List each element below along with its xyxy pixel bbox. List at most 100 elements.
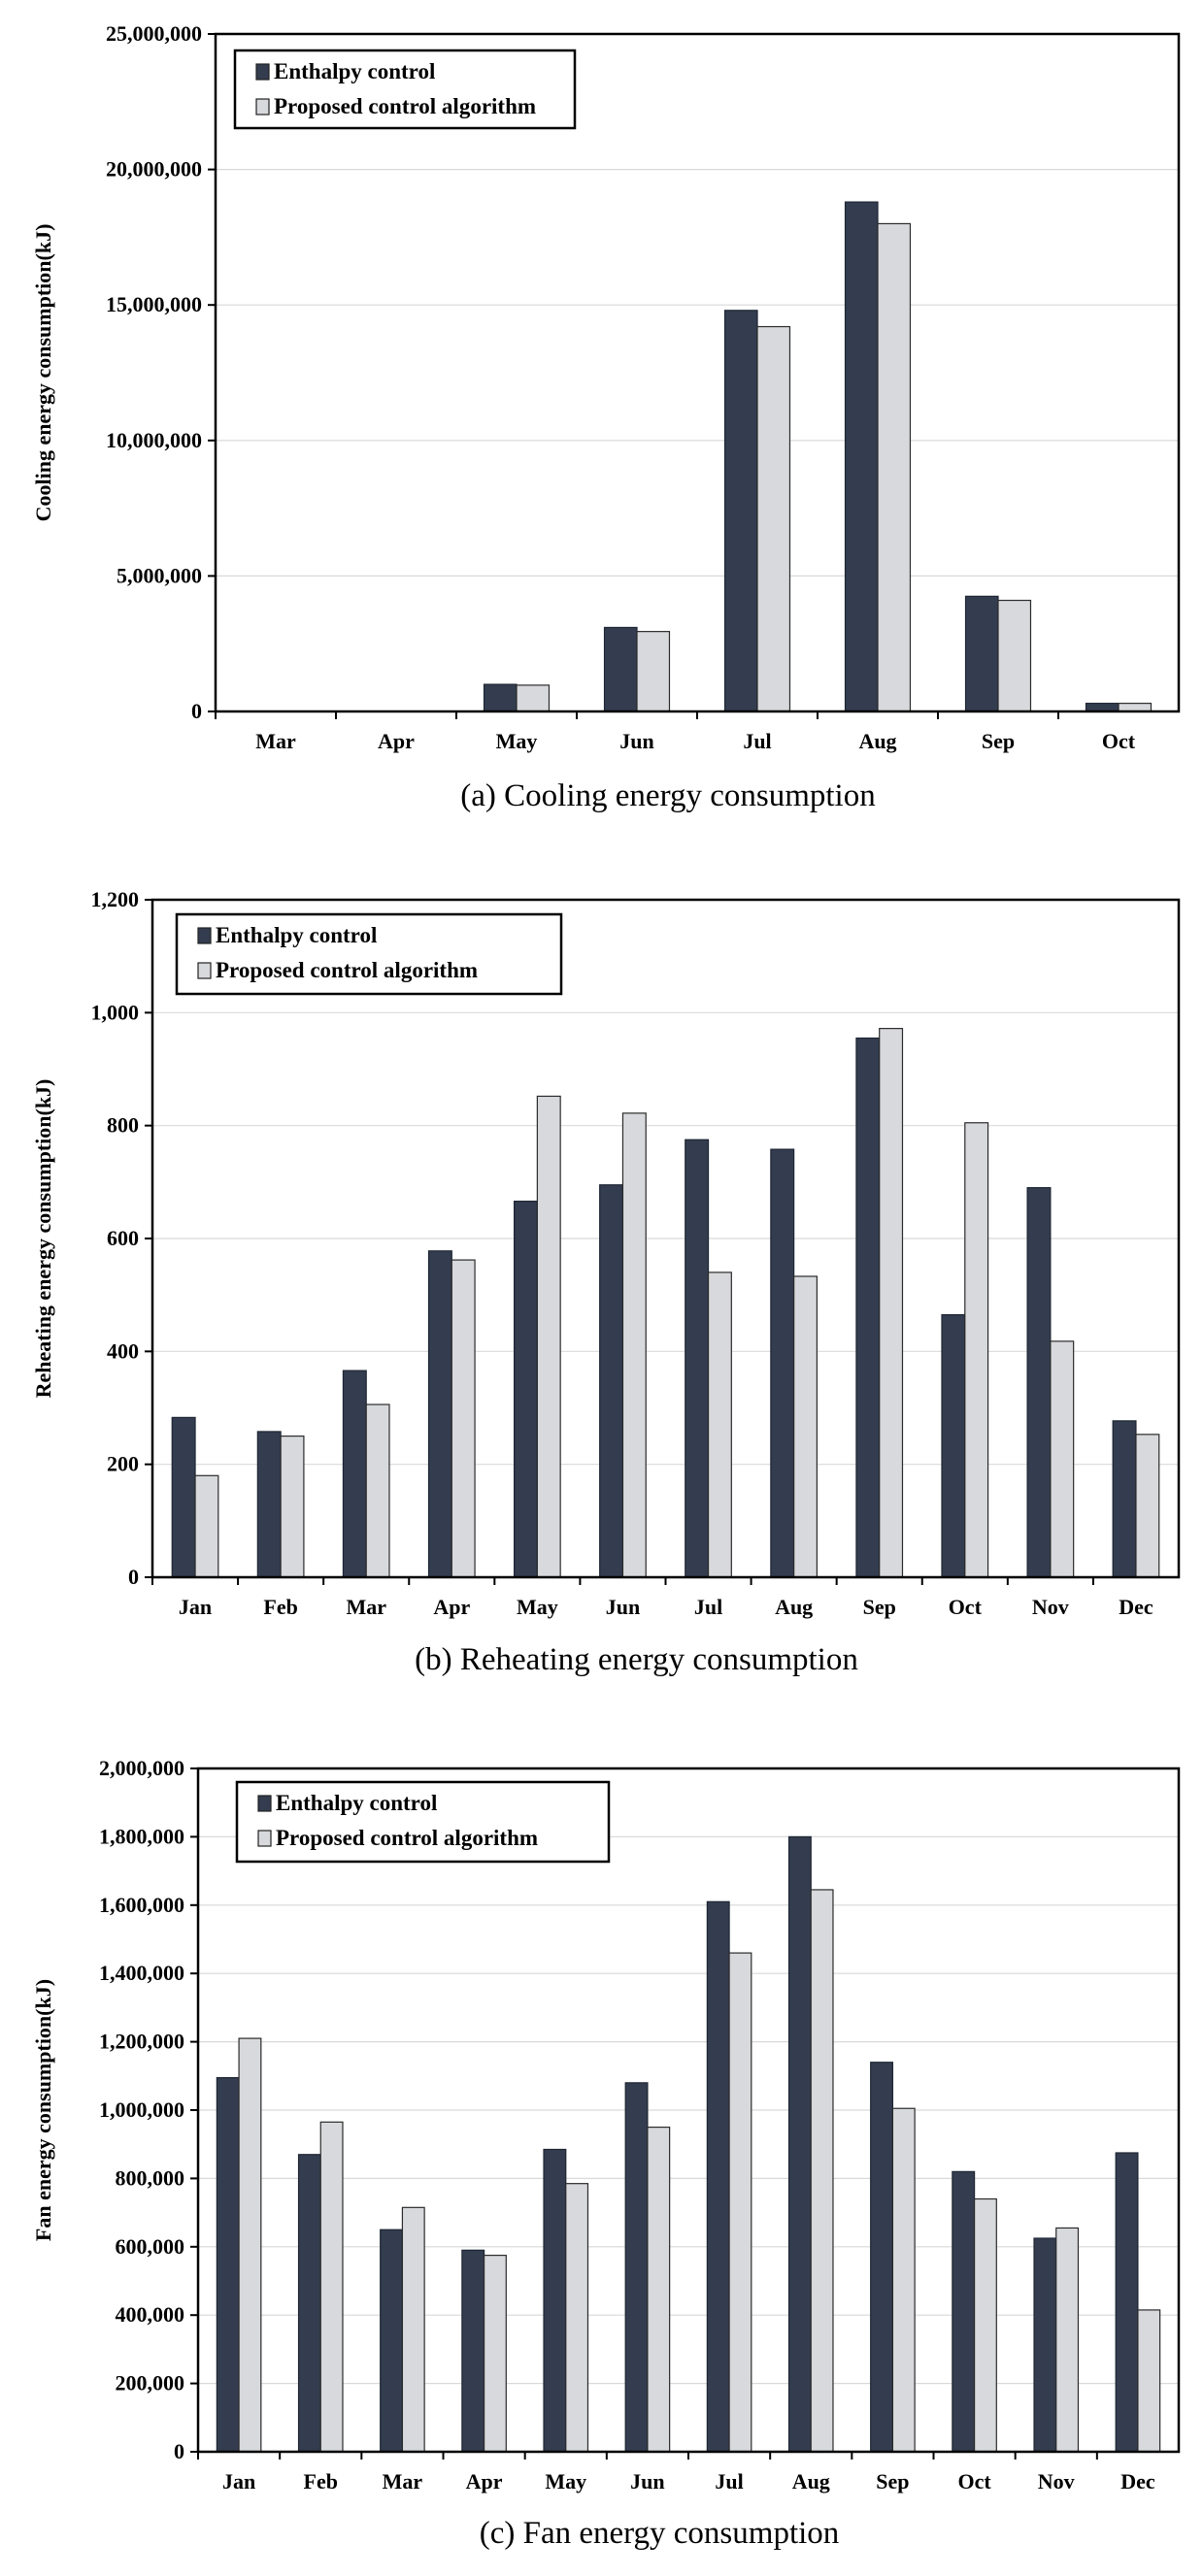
bar-proposed-nov — [1055, 2227, 1080, 2453]
bar-proposed-jul — [756, 325, 791, 712]
chart-caption: (a) Cooling energy consumption — [460, 778, 875, 813]
bar-enthalpy-may — [483, 683, 518, 712]
y-tick-label: 800 — [107, 1113, 139, 1138]
legend-label-proposed: Proposed control algorithm — [216, 958, 478, 982]
bar-enthalpy-jul — [723, 310, 758, 712]
bar-enthalpy-nov — [1033, 2237, 1057, 2453]
legend-swatch-proposed — [197, 962, 212, 979]
y-tick-label: 600,000 — [116, 2234, 185, 2259]
plot-frame — [196, 1767, 1181, 2454]
legend-box — [235, 1780, 611, 1864]
x-tick-label: Aug — [775, 1595, 813, 1619]
bar-proposed-dec — [1137, 2309, 1161, 2453]
bar-enthalpy-aug — [770, 1148, 795, 1578]
bar-enthalpy-oct — [952, 2170, 976, 2453]
y-tick-label: 20,000,000 — [106, 157, 202, 182]
y-tick-label: 1,600,000 — [99, 1893, 184, 1917]
bar-enthalpy-nov — [1026, 1187, 1052, 1578]
y-tick-label: 25,000,000 — [106, 21, 202, 46]
bar-enthalpy-apr — [461, 2249, 485, 2453]
bar-enthalpy-jul — [706, 1900, 730, 2453]
y-tick-label: 600 — [107, 1226, 139, 1250]
y-tick-label: 400,000 — [116, 2302, 185, 2327]
legend-label-enthalpy: Enthalpy control — [216, 923, 377, 947]
y-tick-label: 1,000 — [91, 1000, 140, 1024]
x-tick-label: Oct — [957, 2469, 991, 2493]
legend-swatch-enthalpy — [255, 63, 270, 81]
y-tick-label: 1,200,000 — [99, 2030, 184, 2054]
bar-enthalpy-sep — [870, 2062, 894, 2453]
bar-enthalpy-aug — [844, 201, 879, 712]
x-tick-label: Oct — [949, 1595, 983, 1619]
bar-proposed-aug — [877, 222, 912, 712]
legend-swatch-enthalpy — [197, 927, 212, 944]
bar-enthalpy-may — [513, 1201, 538, 1578]
legend: Enthalpy control Proposed control algorit… — [175, 912, 563, 996]
bar-proposed-jul — [707, 1271, 732, 1578]
legend-swatch-enthalpy — [257, 1795, 272, 1812]
x-tick-label: Apr — [433, 1595, 470, 1619]
legend-swatch-proposed — [257, 1830, 272, 1847]
y-axis-label: Fan energy consumption(kJ) — [31, 1979, 55, 2241]
x-tick-label: Aug — [792, 2469, 830, 2493]
x-tick-label: Feb — [263, 1595, 297, 1619]
x-tick-label: Sep — [863, 1595, 896, 1619]
bar-enthalpy-sep — [964, 595, 999, 712]
bar-enthalpy-mar — [380, 2229, 404, 2453]
bar-enthalpy-jun — [603, 626, 638, 712]
x-tick-label: Apr — [466, 2469, 503, 2493]
legend-label-proposed: Proposed control algorithm — [276, 1826, 538, 1850]
y-tick-label: 5,000,000 — [117, 563, 202, 587]
bar-proposed-jun — [621, 1112, 647, 1578]
x-tick-label: Jan — [222, 2469, 255, 2493]
x-tick-label: Apr — [378, 729, 415, 753]
x-tick-label: Dec — [1120, 2469, 1155, 2493]
legend-box — [233, 49, 577, 130]
x-tick-label: May — [545, 2469, 586, 2493]
bar-enthalpy-dec — [1115, 2152, 1139, 2453]
y-tick-label: 1,000,000 — [99, 2097, 184, 2122]
bar-proposed-apr — [451, 1259, 476, 1578]
bar-proposed-jul — [728, 1952, 752, 2453]
bar-enthalpy-sep — [855, 1037, 881, 1578]
bar-proposed-feb — [319, 2121, 344, 2453]
x-tick-label: Jul — [694, 1595, 722, 1619]
x-tick-label: Sep — [982, 729, 1015, 753]
bar-enthalpy-jan — [216, 2076, 240, 2453]
bar-proposed-oct — [973, 2197, 997, 2453]
bar-proposed-sep — [891, 2107, 916, 2453]
bar-proposed-sep — [879, 1028, 904, 1578]
bar-enthalpy-jun — [624, 2082, 649, 2453]
x-tick-label: Mar — [255, 729, 296, 753]
bar-proposed-feb — [280, 1435, 305, 1578]
x-tick-label: Nov — [1038, 2469, 1075, 2493]
y-tick-label: 0 — [174, 2439, 184, 2463]
bar-proposed-may — [516, 684, 551, 712]
bar-enthalpy-oct — [1085, 703, 1119, 712]
bar-enthalpy-jul — [685, 1139, 710, 1578]
bar-proposed-aug — [793, 1275, 819, 1578]
bar-proposed-jun — [636, 631, 671, 712]
legend: Enthalpy control Proposed control algorit… — [233, 49, 577, 130]
x-tick-label: Nov — [1032, 1595, 1069, 1619]
legend-label-proposed: Proposed control algorithm — [274, 94, 536, 118]
bar-proposed-nov — [1050, 1340, 1075, 1578]
bar-enthalpy-feb — [256, 1431, 282, 1578]
x-tick-label: Jan — [179, 1595, 212, 1619]
bar-proposed-jan — [238, 2037, 262, 2453]
y-tick-label: 200,000 — [116, 2371, 185, 2395]
bar-enthalpy-feb — [297, 2154, 321, 2453]
legend-label-enthalpy: Enthalpy control — [276, 1791, 437, 1815]
legend: Enthalpy control Proposed control algorit… — [235, 1780, 611, 1864]
plot-frame — [214, 32, 1181, 713]
bar-proposed-sep — [997, 599, 1032, 712]
bar-enthalpy-oct — [941, 1313, 966, 1578]
bar-enthalpy-may — [543, 2148, 567, 2453]
x-tick-label: Sep — [876, 2469, 909, 2493]
bar-proposed-apr — [483, 2255, 507, 2453]
y-tick-label: 1,400,000 — [99, 1961, 184, 1985]
x-tick-label: Oct — [1102, 729, 1136, 753]
y-tick-label: 2,000,000 — [99, 1756, 184, 1780]
x-tick-label: Dec — [1119, 1595, 1153, 1619]
